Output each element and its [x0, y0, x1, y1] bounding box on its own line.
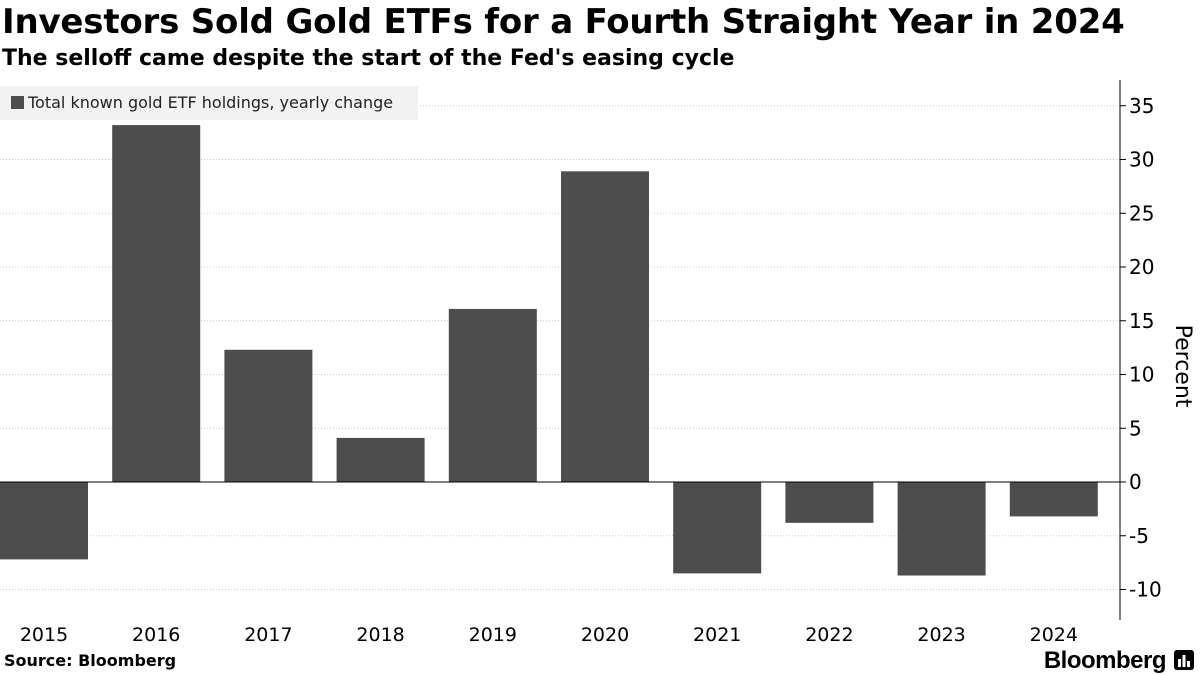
x-tick-label: 2020	[581, 624, 629, 646]
x-tick-label: 2018	[356, 624, 404, 646]
x-tick-label: 2023	[917, 624, 965, 646]
bar-2018	[336, 437, 425, 482]
x-tick-label: 2021	[693, 624, 741, 646]
y-axis-title: Percent	[1170, 325, 1195, 408]
bar-2017	[224, 349, 313, 482]
bar-2021	[673, 482, 762, 574]
y-tick-label: 10	[1129, 363, 1154, 387]
bar-2015	[0, 482, 88, 560]
x-tick-label: 2017	[244, 624, 292, 646]
x-tick-label: 2024	[1030, 624, 1078, 646]
legend-box	[0, 86, 418, 120]
bar-2023	[897, 482, 986, 576]
brand-logo-text: Bloomberg	[1043, 647, 1167, 674]
y-tick-label: 30	[1129, 148, 1154, 172]
bar-2019	[448, 308, 537, 482]
bar-2020	[561, 171, 649, 482]
x-tick-label: 2019	[469, 624, 517, 646]
y-tick-label: 25	[1129, 201, 1154, 225]
y-tick-label: 0	[1129, 470, 1142, 494]
brand-chart-icon	[1174, 650, 1194, 670]
y-tick-label: 20	[1129, 255, 1154, 279]
legend-label: Total known gold ETF holdings, yearly ch…	[27, 93, 393, 112]
y-tick-label: 15	[1129, 309, 1154, 333]
source-note: Source: Bloomberg	[4, 651, 177, 670]
chart-subtitle: The selloff came despite the start of th…	[2, 46, 735, 71]
bar-2024	[1009, 482, 1098, 517]
chart-title: Investors Sold Gold ETFs for a Fourth St…	[2, 2, 1125, 42]
y-tick-label: 35	[1129, 94, 1154, 118]
x-tick-label: 2016	[132, 624, 180, 646]
legend-swatch	[11, 96, 24, 109]
y-tick-label: -10	[1129, 578, 1162, 602]
x-tick-label: 2015	[20, 624, 68, 646]
x-tick-label: 2022	[805, 624, 853, 646]
bar-2016	[112, 125, 201, 482]
y-tick-label: 5	[1129, 416, 1142, 440]
y-tick-label: -5	[1129, 524, 1149, 548]
bar-2022	[785, 482, 874, 523]
